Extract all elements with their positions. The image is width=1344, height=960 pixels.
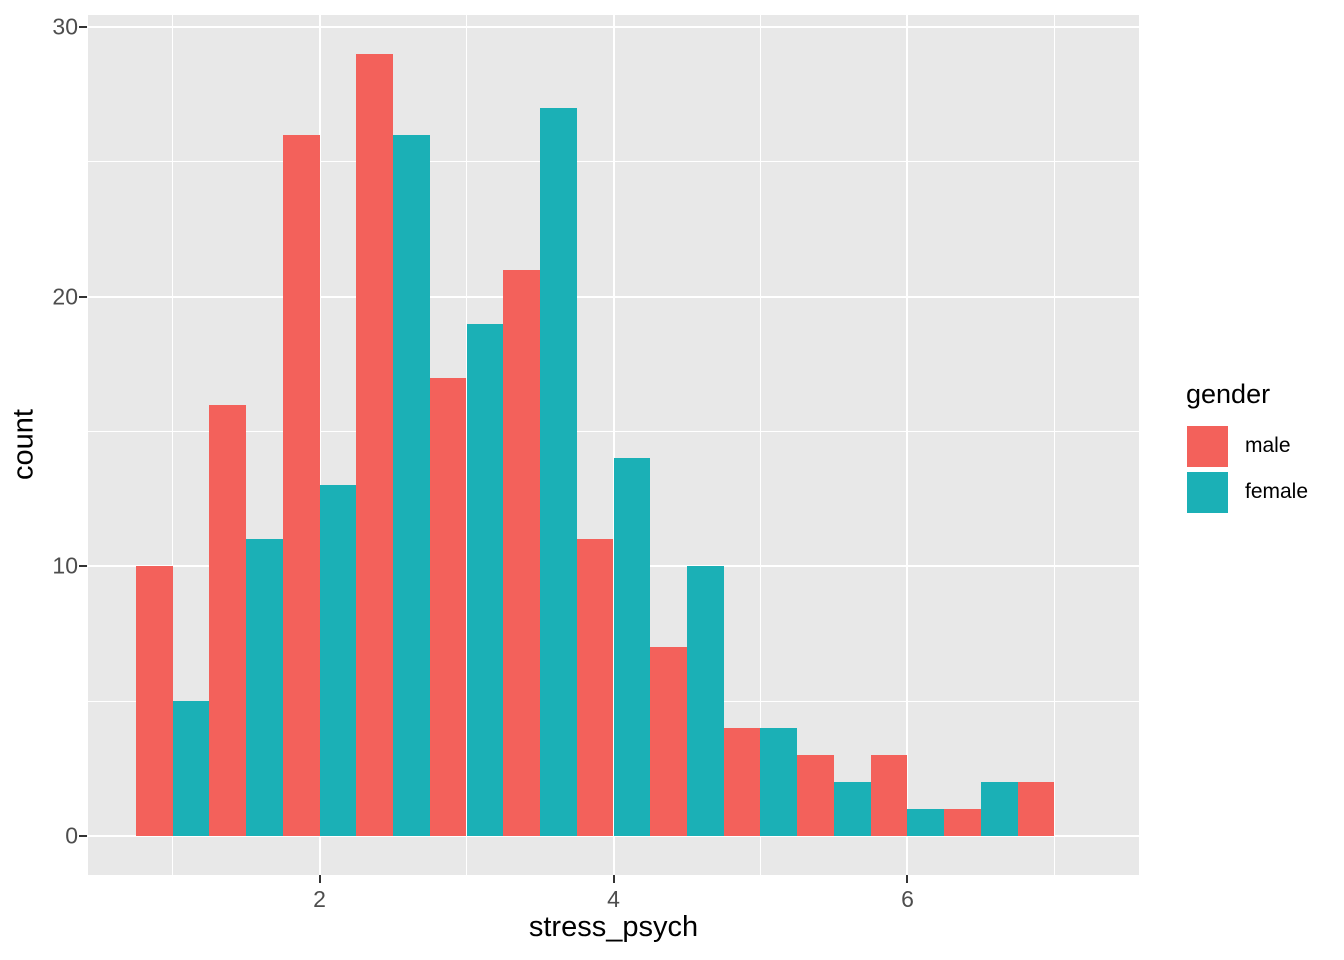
x-tick-label-6: 6: [901, 886, 914, 912]
gridline-x-minor-1: [172, 15, 174, 875]
bar-male-bin-6: [870, 755, 908, 836]
gridline-x-minor-5: [759, 15, 761, 875]
bar-male-bin-1.5: [209, 404, 246, 836]
gridline-x-major-2: [318, 15, 321, 875]
bar-female-bin-1.5: [246, 539, 283, 836]
gridline-x-major-6: [906, 15, 909, 875]
bar-female-bin-5: [760, 728, 798, 836]
y-tick-mark-10: [79, 565, 87, 568]
bar-female-bin-5.5: [833, 781, 871, 836]
legend-label-male: male: [1245, 434, 1291, 457]
bar-male-bin-5.5: [797, 755, 834, 836]
bar-female-bin-3.5: [540, 108, 577, 836]
gridline-x-major-4: [612, 15, 615, 875]
x-tick-mark-6: [906, 875, 909, 883]
legend: gender male female: [1184, 379, 1308, 515]
bar-female-bin-1: [172, 701, 210, 836]
bar-female-bin-6.5: [980, 781, 1018, 836]
bar-male-bin-2.5: [356, 54, 393, 836]
x-tick-label-2: 2: [313, 886, 326, 912]
bar-male-bin-3: [429, 377, 467, 836]
legend-swatch-male: [1186, 425, 1228, 467]
bar-male-bin-2: [282, 134, 320, 836]
legend-entry-male: male: [1184, 423, 1308, 469]
legend-entries: male female: [1184, 423, 1308, 515]
legend-label-female: female: [1245, 480, 1309, 503]
legend-title: gender: [1186, 379, 1271, 409]
bar-female-bin-2: [319, 485, 357, 836]
x-tick-mark-2: [318, 875, 321, 883]
legend-entry-female: female: [1184, 469, 1308, 515]
bar-female-bin-2.5: [393, 134, 430, 836]
gridline-x-minor-7: [1053, 15, 1055, 875]
y-tick-label-30: 30: [52, 13, 78, 40]
bar-male-bin-4: [576, 539, 614, 836]
x-tick-label-4: 4: [607, 886, 620, 912]
bar-male-bin-4.5: [650, 647, 687, 836]
y-tick-mark-30: [79, 26, 87, 29]
y-tick-label-20: 20: [52, 283, 78, 310]
y-tick-label-0: 0: [65, 822, 78, 849]
bar-female-bin-3: [466, 323, 504, 836]
plot-panel: [88, 15, 1139, 875]
bar-male-bin-6.5: [944, 808, 981, 836]
bar-male-bin-3.5: [503, 269, 540, 836]
y-tick-mark-0: [79, 834, 87, 837]
legend-swatch-female: [1186, 471, 1228, 513]
bar-female-bin-4: [613, 458, 651, 836]
legend-key-female: [1184, 469, 1230, 515]
bar-female-bin-6: [907, 808, 945, 836]
x-axis-title: stress_psych: [528, 911, 699, 943]
legend-key-male: [1184, 423, 1230, 469]
y-tick-label-10: 10: [52, 552, 78, 579]
bar-male-bin-7: [1017, 781, 1055, 836]
x-tick-mark-4: [612, 875, 615, 883]
bar-male-bin-5: [723, 728, 761, 836]
bar-male-bin-1: [135, 566, 173, 836]
y-axis-title: count: [7, 409, 40, 480]
y-tick-mark-20: [79, 295, 87, 298]
bar-female-bin-4.5: [686, 566, 724, 836]
